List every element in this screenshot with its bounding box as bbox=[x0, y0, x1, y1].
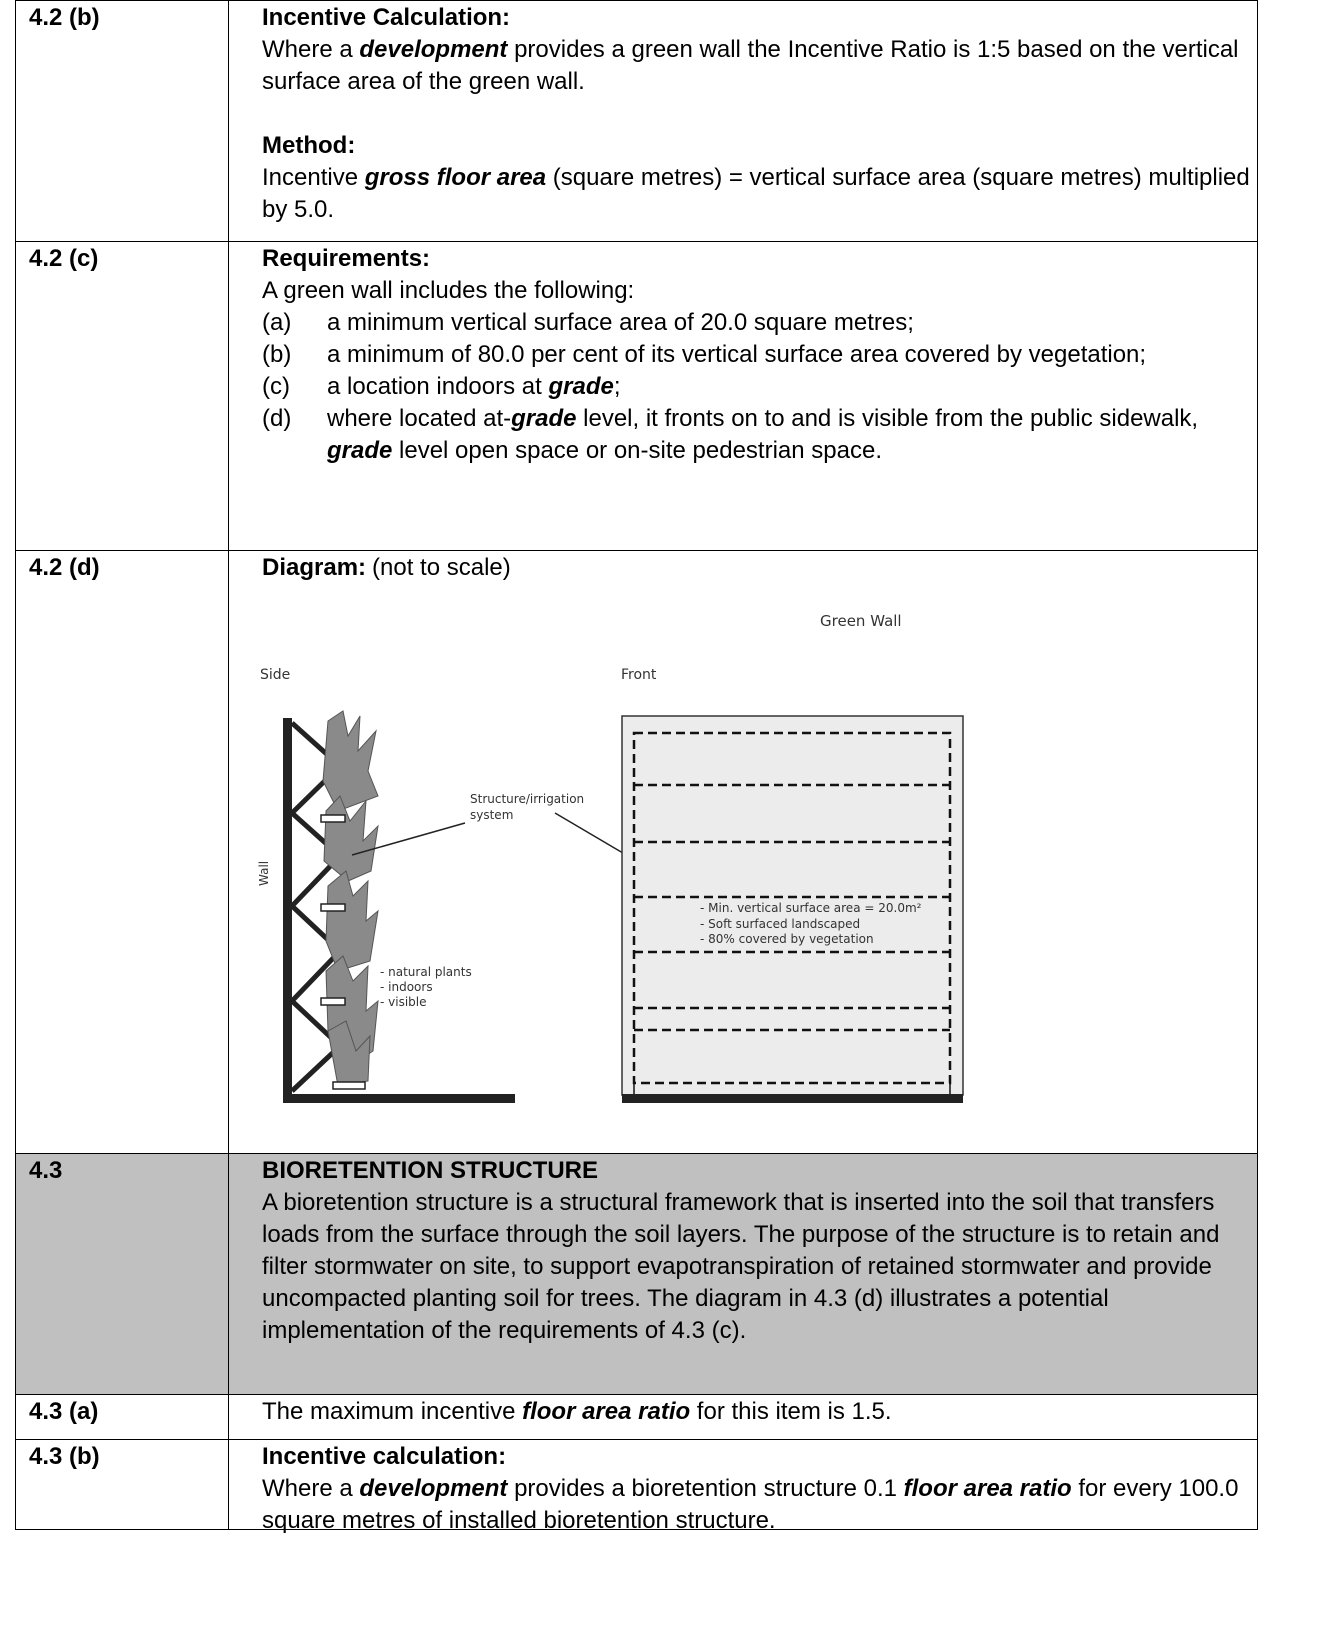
emphasis: grade bbox=[511, 405, 577, 432]
section-content: Diagram: (not to scale) bbox=[229, 551, 1261, 1153]
paragraph: Where a development provides a bioretent… bbox=[262, 1473, 1261, 1537]
text-run: A bioretention structure is a structural… bbox=[262, 1189, 1220, 1344]
plant-note: - indoors bbox=[380, 980, 433, 994]
diagram-title: Green Wall bbox=[820, 612, 902, 630]
item-text: a minimum vertical surface area of 20.0 … bbox=[327, 307, 914, 339]
section-content: BIORETENTION STRUCTURE A bioretention str… bbox=[229, 1154, 1261, 1394]
text-run: a location indoors at bbox=[327, 373, 549, 400]
text-run: Where a bbox=[262, 1475, 360, 1502]
heading: Requirements: bbox=[262, 245, 431, 272]
heading-line: Diagram: (not to scale) bbox=[262, 552, 1261, 584]
note: (not to scale) bbox=[372, 554, 511, 581]
front-note: - Min. vertical surface area = 20.0m² bbox=[700, 901, 922, 915]
heading: BIORETENTION STRUCTURE bbox=[262, 1157, 598, 1184]
section-content: Requirements: A green wall includes the f… bbox=[229, 242, 1261, 550]
paragraph: Where a development provides a green wal… bbox=[262, 34, 1261, 98]
item-label: (d) bbox=[262, 405, 292, 432]
table-row: 4.3 (a) The maximum incentive floor area … bbox=[15, 1395, 1258, 1440]
section-number: 4.3 (a) bbox=[16, 1395, 229, 1439]
structure-label: system bbox=[470, 808, 513, 822]
text-run: level open space or on-site pedestrian s… bbox=[392, 437, 882, 464]
item-label: (c) bbox=[262, 373, 290, 400]
section: Incentive calculation: Where a developmen… bbox=[262, 1441, 1261, 1537]
item-label: (a) bbox=[262, 309, 292, 336]
emphasis: gross floor area bbox=[364, 164, 547, 191]
side-label: Side bbox=[260, 667, 290, 683]
text-run: for every 100.0 square metres of install… bbox=[262, 1475, 1239, 1534]
structure-label: Structure/irrigation bbox=[470, 792, 584, 806]
text-run: provides a bioretention structure 0.1 bbox=[507, 1475, 904, 1502]
text-run: Incentive bbox=[262, 164, 365, 191]
text-run: where located at- bbox=[327, 405, 512, 432]
emphasis: development bbox=[359, 36, 508, 63]
text-run: ; bbox=[613, 373, 621, 400]
heading: Method: bbox=[262, 132, 356, 159]
front-note: - Soft surfaced landscaped bbox=[700, 917, 860, 931]
section: Diagram: (not to scale) bbox=[262, 552, 1261, 584]
emphasis: development bbox=[359, 1475, 508, 1502]
heading: Diagram: bbox=[262, 554, 367, 581]
leader-line bbox=[351, 822, 466, 856]
side-view: Wall bbox=[257, 710, 515, 1103]
heading-line: Incentive calculation: bbox=[262, 1441, 1261, 1473]
plant-note: - visible bbox=[380, 995, 427, 1009]
section: The maximum incentive floor area ratio f… bbox=[262, 1396, 1261, 1428]
emphasis: floor area ratio bbox=[522, 1398, 691, 1425]
table-row: 4.2 (c) Requirements: A green wall include… bbox=[15, 242, 1258, 551]
green-wall-diagram: Green Wall Side Front Wall Structure/irr… bbox=[257, 612, 964, 1103]
section-number: 4.2 (c) bbox=[16, 242, 229, 550]
table-row: 4.3 BIORETENTION STRUCTURE A bioretention … bbox=[15, 1154, 1258, 1395]
item-text: where located at-grade level, it fronts … bbox=[327, 403, 1261, 467]
section: Method: Incentive gross floor area (squar… bbox=[262, 130, 1261, 226]
section-number: 4.2 (d) bbox=[16, 551, 229, 1153]
table-row: 4.2 (b) Incentive Calculation: Where a dev… bbox=[15, 0, 1258, 242]
section-number: 4.3 (b) bbox=[16, 1440, 229, 1529]
wall-label: Wall bbox=[257, 861, 271, 886]
section: Incentive Calculation: Where a developmen… bbox=[262, 2, 1261, 98]
table-row: 4.2 (d) Diagram: (not to scale) bbox=[15, 551, 1258, 1154]
paragraph: A bioretention structure is a structural… bbox=[262, 1187, 1261, 1347]
section-number: 4.3 bbox=[16, 1154, 229, 1394]
heading-line: Incentive Calculation: bbox=[262, 2, 1261, 34]
text-run: a minimum of 80.0 per cent of its vertic… bbox=[327, 341, 1147, 368]
list-item: (b) a minimum of 80.0 per cent of its ver… bbox=[262, 339, 1261, 371]
section-content: Incentive calculation: Where a developmen… bbox=[229, 1440, 1261, 1534]
plant-note: - natural plants bbox=[380, 965, 472, 979]
leader-line bbox=[554, 812, 629, 857]
item-text: a location indoors at grade; bbox=[327, 371, 621, 403]
text-run: level, it fronts on to and is visible fr… bbox=[576, 405, 1199, 432]
section: BIORETENTION STRUCTURE A bioretention str… bbox=[262, 1155, 1261, 1347]
front-note: - 80% covered by vegetation bbox=[700, 932, 874, 946]
list-item: (d) where located at-grade level, it fron… bbox=[262, 403, 1261, 467]
emphasis: floor area ratio bbox=[903, 1475, 1072, 1502]
heading: Incentive Calculation: bbox=[262, 4, 511, 31]
text-run: (square metres) = vertical surface area … bbox=[262, 164, 1250, 223]
section: Requirements: A green wall includes the f… bbox=[262, 243, 1261, 467]
item-label: (b) bbox=[262, 341, 292, 368]
heading-line: BIORETENTION STRUCTURE bbox=[262, 1155, 1261, 1187]
paragraph: The maximum incentive floor area ratio f… bbox=[262, 1396, 1261, 1428]
section-content: Incentive Calculation: Where a developmen… bbox=[229, 1, 1261, 241]
emphasis: grade bbox=[548, 373, 614, 400]
heading-line: Method: bbox=[262, 130, 1261, 162]
text-run: a minimum vertical surface area of 20.0 … bbox=[327, 309, 914, 336]
emphasis: grade bbox=[327, 437, 393, 464]
text-run: for this item is 1.5. bbox=[690, 1398, 892, 1425]
table-row: 4.3 (b) Incentive calculation: Where a dev… bbox=[15, 1440, 1261, 1534]
intro: A green wall includes the following: bbox=[262, 277, 635, 304]
paragraph: Incentive gross floor area (square metre… bbox=[262, 162, 1261, 226]
text-run: The maximum incentive bbox=[262, 1398, 523, 1425]
section-number: 4.2 (b) bbox=[16, 1, 229, 241]
item-text: a minimum of 80.0 per cent of its vertic… bbox=[327, 339, 1146, 371]
heading-line: Requirements: bbox=[262, 243, 1261, 275]
list-item: (c) a location indoors at grade; bbox=[262, 371, 1261, 403]
text-run: provides a green wall the Incentive Rati… bbox=[262, 36, 1239, 95]
section-content: The maximum incentive floor area ratio f… bbox=[229, 1395, 1261, 1439]
text-run: Where a bbox=[262, 36, 360, 63]
list-item: (a) a minimum vertical surface area of 20… bbox=[262, 307, 1261, 339]
front-label: Front bbox=[621, 667, 657, 683]
heading: Incentive calculation: bbox=[262, 1443, 507, 1470]
